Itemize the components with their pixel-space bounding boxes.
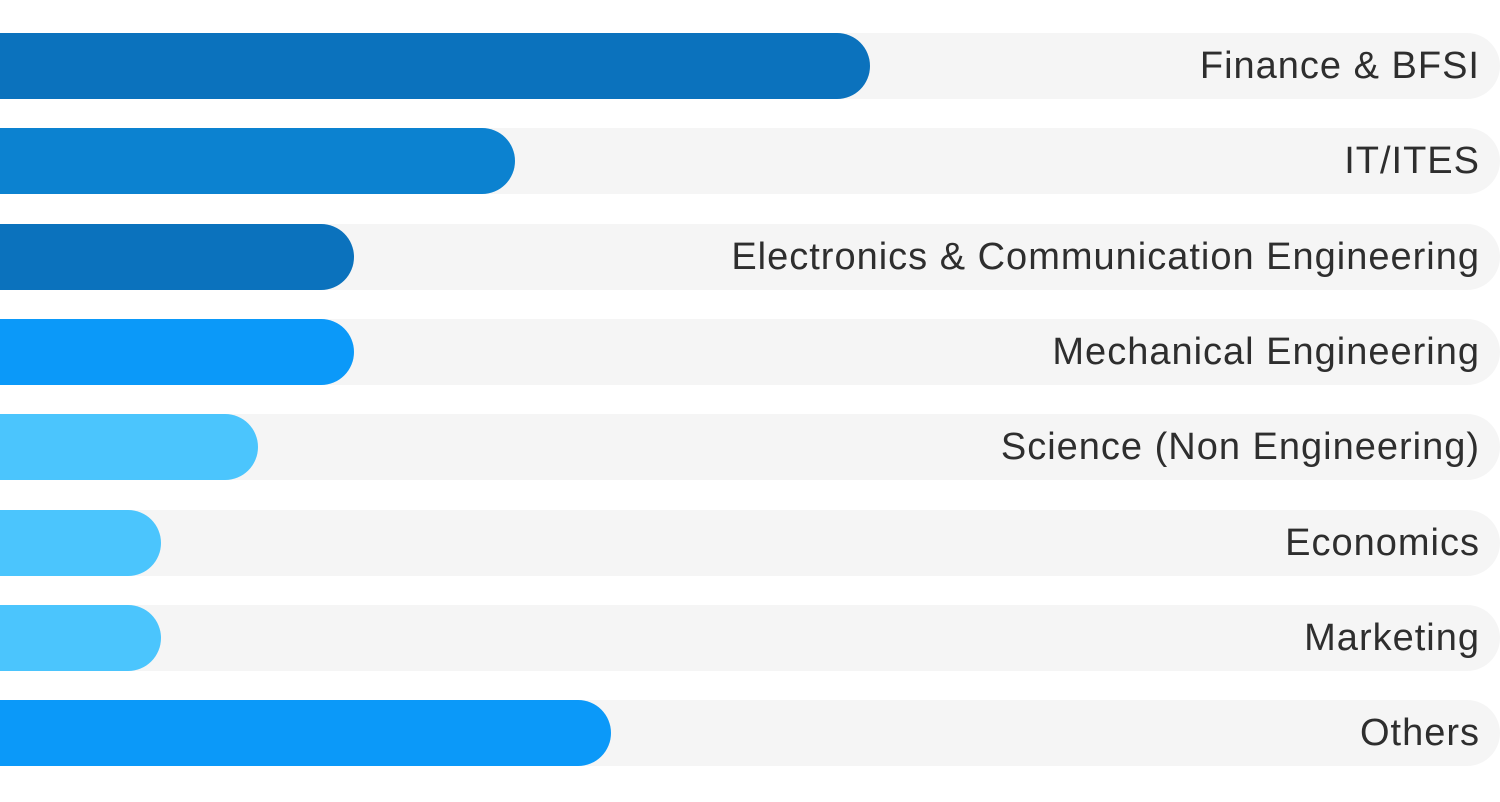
bar-row: Electronics & Communication Engineering bbox=[0, 224, 1500, 290]
category-label: IT/ITES bbox=[1344, 140, 1480, 182]
category-label: Finance & BFSI bbox=[1199, 45, 1480, 87]
bar-row: IT/ITES bbox=[0, 128, 1500, 194]
bar-row: Marketing bbox=[0, 605, 1500, 671]
bar-track bbox=[0, 510, 1500, 576]
bar bbox=[0, 224, 354, 290]
bar bbox=[0, 33, 870, 99]
bar-row: Finance & BFSI bbox=[0, 33, 1500, 99]
bar bbox=[0, 414, 258, 480]
bar bbox=[0, 319, 354, 385]
bar-row: Mechanical Engineering bbox=[0, 319, 1500, 385]
category-label: Economics bbox=[1285, 522, 1480, 564]
bar-row: Others bbox=[0, 700, 1500, 766]
bar bbox=[0, 510, 161, 576]
bar-track bbox=[0, 605, 1500, 671]
category-label: Others bbox=[1359, 712, 1480, 754]
category-label: Electronics & Communication Engineering bbox=[731, 236, 1480, 278]
category-label: Science (Non Engineering) bbox=[1000, 426, 1480, 468]
bar-row: Economics bbox=[0, 510, 1500, 576]
category-label: Mechanical Engineering bbox=[1052, 331, 1480, 373]
bar bbox=[0, 605, 161, 671]
bar-row: Science (Non Engineering) bbox=[0, 414, 1500, 480]
bar bbox=[0, 700, 611, 766]
bar bbox=[0, 128, 515, 194]
category-label: Marketing bbox=[1304, 617, 1480, 659]
